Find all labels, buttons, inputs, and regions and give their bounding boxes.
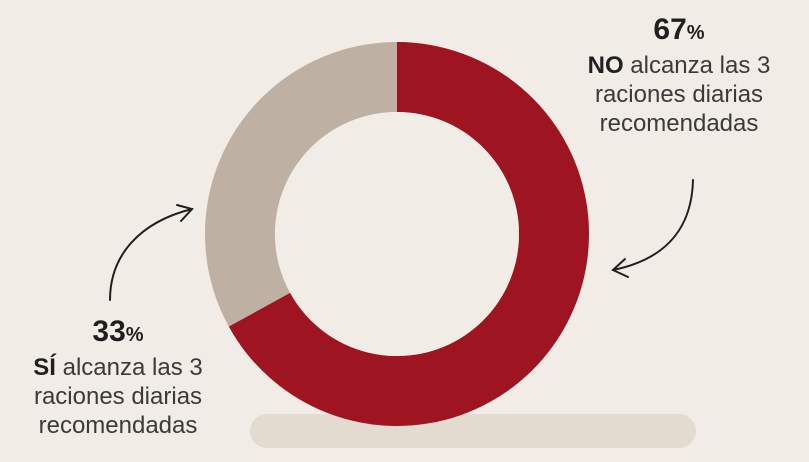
label-no-line1: NO alcanza las 3	[548, 51, 809, 80]
label-no-bold: NO	[587, 52, 624, 79]
donut-slice-no	[228, 42, 589, 426]
value-no-unit: %	[686, 22, 705, 44]
label-no-line2: raciones diarias	[594, 81, 764, 108]
label-si-line2: raciones diarias	[33, 383, 203, 410]
arrow-no-head	[611, 258, 629, 278]
label-si: 33% SÍ alcanza las 3 raciones diarias re…	[0, 314, 236, 440]
value-no-number: 67	[653, 13, 687, 46]
label-si-line1: SÍ alcanza las 3	[0, 353, 236, 382]
value-si: 33%	[0, 314, 236, 353]
donut-slice-si	[204, 42, 397, 327]
label-si-line1-rest: alcanza las 3	[55, 354, 203, 381]
label-si-line3: recomendadas	[38, 412, 198, 439]
label-si-bold: SÍ	[33, 354, 56, 381]
label-no-line1-rest: alcanza las 3	[623, 52, 771, 79]
arrow-si-line	[109, 208, 193, 301]
value-si-number: 33	[92, 315, 126, 348]
chart-shadow	[250, 414, 696, 448]
label-no-line3: recomendadas	[599, 110, 759, 137]
arrow-si-head	[176, 204, 194, 222]
value-si-unit: %	[125, 324, 144, 346]
donut-hole	[275, 112, 519, 356]
label-no: 67% NO alcanza las 3 raciones diarias re…	[548, 12, 809, 138]
value-no: 67%	[548, 12, 809, 51]
arrow-no-line	[612, 179, 694, 271]
